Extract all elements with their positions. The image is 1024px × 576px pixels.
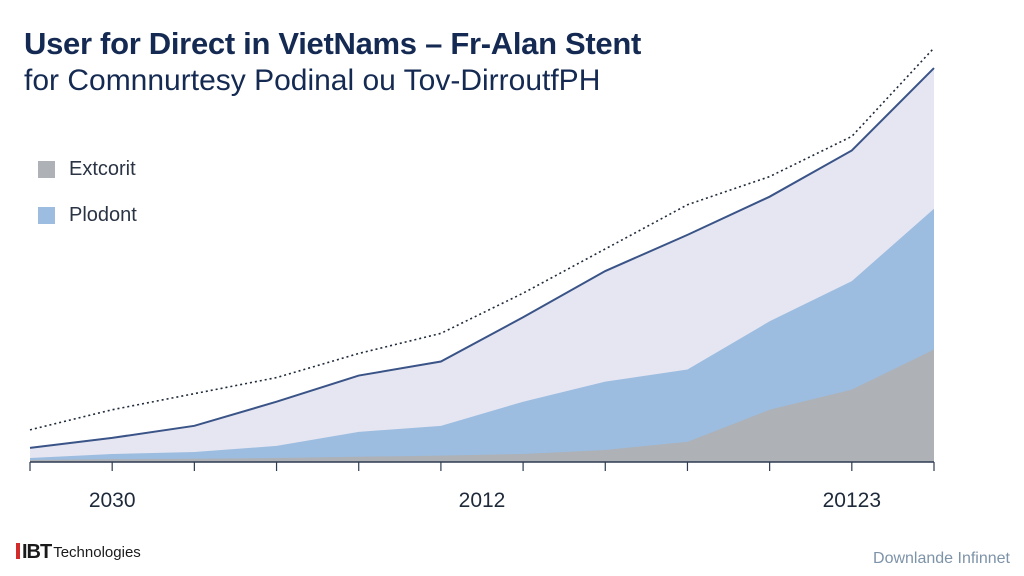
area-extcorit (30, 349, 934, 462)
x-tick-label: 2030 (89, 489, 136, 512)
series-lines (29, 47, 935, 449)
legend-swatch (38, 206, 55, 224)
chart-title: User for Direct in VietNams – Fr-Alan St… (24, 26, 642, 61)
x-tick-label: 2012 (459, 489, 506, 512)
series-areas (30, 68, 934, 462)
legend-label: Plodont (69, 203, 137, 226)
x-tick-label: 20123 (823, 489, 881, 512)
chart-subtitle: for Comnnurtesy Podinal ou Tov-DirroutfP… (24, 64, 601, 97)
series-line-total (29, 67, 935, 449)
brand-logo: IBT Technologies (16, 541, 141, 564)
legend-item-plodont: Plodont (38, 192, 137, 238)
brand-name: Technologies (53, 544, 141, 561)
legend-label: Extcorit (69, 157, 136, 180)
legend-swatch (38, 160, 55, 178)
legend: Extcorit Plodont (38, 146, 137, 238)
footer-note: Downlande Infinnet (873, 550, 1010, 567)
legend-item-extcorit: Extcorit (38, 146, 137, 192)
area-plodont (30, 208, 934, 462)
x-axis: 2030 2012 20123 (29, 461, 935, 512)
brand-mark: IBT (16, 541, 52, 564)
